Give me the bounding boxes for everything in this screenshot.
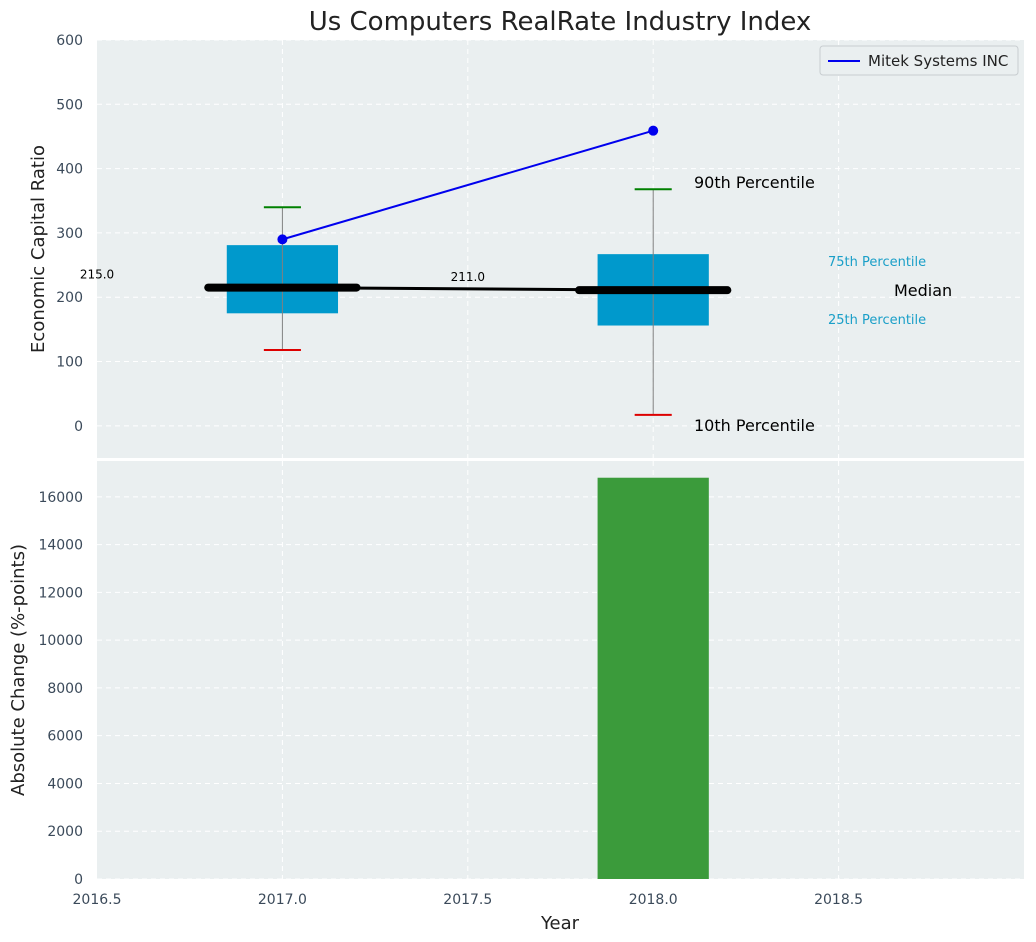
bottom-x-ticks: 2016.5 2017.0 2017.5 2018.0 2018.5 [73, 892, 864, 908]
legend: Mitek Systems INC [819, 45, 1019, 76]
top-y-tick-label: 600 [56, 33, 83, 49]
annotation-median: Median [894, 281, 952, 300]
median-value-label: 215.0 [80, 268, 114, 282]
bottom-x-tick-label: 2018.0 [629, 892, 678, 908]
bottom-y-tick-label: 4000 [47, 776, 83, 792]
annotation-25th-percentile: 25th Percentile [828, 313, 926, 328]
top-y-tick-label: 100 [56, 355, 83, 371]
bottom-bars [597, 477, 709, 879]
bottom-x-tick-label: 2016.5 [73, 892, 122, 908]
top-y-tick-label: 500 [56, 97, 83, 113]
top-y-axis-label: Economic Capital Ratio [28, 145, 49, 353]
bar-2018 [597, 477, 709, 879]
series-line-mitek [282, 129, 654, 241]
bottom-y-tick-label: 0 [74, 872, 83, 888]
bottom-y-tick-label: 16000 [38, 490, 83, 506]
bottom-y-tick-label: 12000 [38, 585, 83, 601]
bottom-grid [97, 461, 1024, 880]
bottom-y-axis-label: Absolute Change (%-points) [8, 544, 29, 796]
top-annotations: 90th Percentile 75th Percentile Median 25th… [694, 173, 952, 435]
annotation-90th-percentile: 90th Percentile [694, 173, 815, 192]
bottom-y-tick-label: 6000 [47, 729, 83, 745]
bottom-y-tick-label: 10000 [38, 633, 83, 649]
annotation-75th-percentile: 75th Percentile [828, 255, 926, 270]
top-y-tick-label: 300 [56, 226, 83, 242]
bottom-x-tick-label: 2018.5 [814, 892, 863, 908]
bottom-x-axis-label: Year [540, 913, 580, 934]
bottom-y-tick-label: 14000 [38, 538, 83, 554]
legend-label-mitek: Mitek Systems INC [868, 52, 1008, 70]
series-point-mitek [648, 125, 659, 136]
top-boxes: 215.0 211.0 [80, 188, 732, 416]
top-series [277, 125, 659, 245]
median-value-label: 211.0 [451, 270, 485, 284]
top-y-tick-label: 400 [56, 162, 83, 178]
bottom-x-tick-label: 2017.5 [443, 892, 492, 908]
top-plot: 0 100 200 300 400 500 600 215.0 211.0 90th Perc… [28, 7, 1024, 458]
bottom-x-tick-label: 2017.0 [258, 892, 307, 908]
top-y-tick-label: 200 [56, 290, 83, 306]
annotation-10th-percentile: 10th Percentile [694, 416, 815, 435]
chart-title: Us Computers RealRate Industry Index [309, 7, 812, 37]
bottom-plot-background [97, 461, 1024, 879]
bottom-plot: 0 2000 4000 6000 8000 10000 12000 14000 16000 20… [8, 461, 1024, 934]
top-y-tick-label: 0 [74, 419, 83, 435]
bottom-y-tick-label: 2000 [47, 824, 83, 840]
legend-frame [819, 45, 1019, 76]
series-point-mitek [277, 234, 288, 245]
bottom-y-tick-label: 8000 [47, 681, 83, 697]
bottom-y-ticks: 0 2000 4000 6000 8000 10000 12000 14000 16000 [38, 490, 83, 888]
top-y-ticks: 0 100 200 300 400 500 600 [56, 33, 83, 435]
